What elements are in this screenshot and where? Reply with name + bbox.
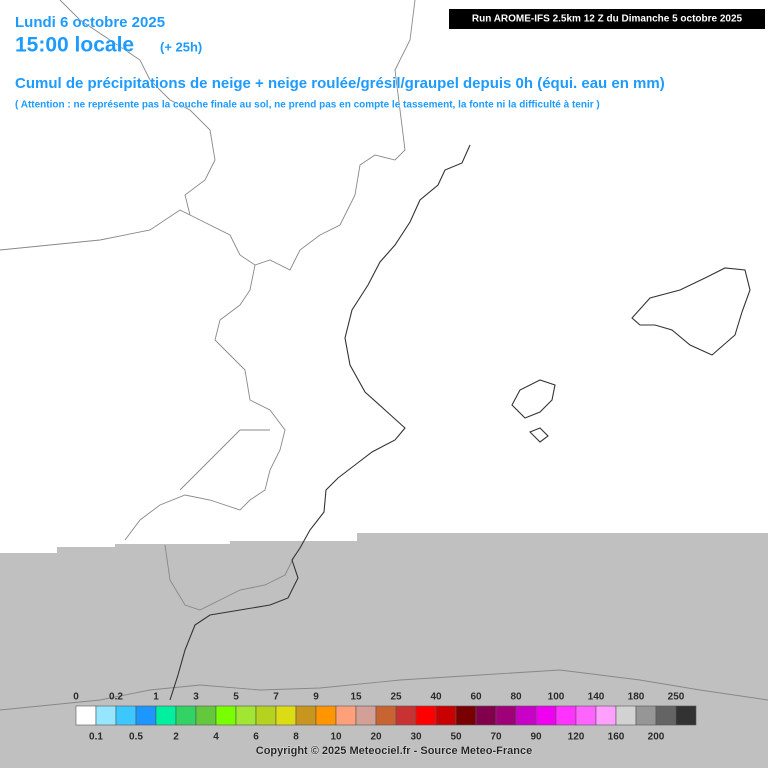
legend-swatch bbox=[195, 705, 217, 726]
legend-swatch bbox=[675, 705, 697, 726]
forecast-time: 15:00 locale bbox=[15, 34, 134, 57]
legend-label: 0.1 bbox=[89, 732, 103, 743]
legend-label: 200 bbox=[648, 732, 665, 743]
legend-label: 7 bbox=[273, 692, 279, 703]
legend-label: 100 bbox=[548, 692, 565, 703]
legend-swatch bbox=[415, 705, 437, 726]
map-title: Cumul de précipitations de neige + neige… bbox=[15, 75, 665, 92]
legend-label: 0.5 bbox=[129, 732, 143, 743]
legend-label: 70 bbox=[490, 732, 502, 743]
legend-label: 10 bbox=[330, 732, 342, 743]
legend-label: 90 bbox=[530, 732, 542, 743]
legend: 0 0.1 0.2 0.5 1 2 3 4 5 6 7 8 9 10 15 20 25 30 40 50 60 70 80 9… bbox=[73, 692, 697, 743]
forecast-date: Lundi 6 octobre 2025 bbox=[15, 14, 165, 31]
legend-swatch bbox=[535, 705, 557, 726]
legend-swatch bbox=[135, 705, 157, 726]
legend-swatch bbox=[575, 705, 597, 726]
legend-label: 25 bbox=[390, 692, 402, 703]
legend-swatch bbox=[115, 705, 137, 726]
legend-label: 0 bbox=[73, 692, 79, 703]
legend-swatch bbox=[315, 705, 337, 726]
legend-swatch bbox=[375, 705, 397, 726]
legend-swatch bbox=[335, 705, 357, 726]
legend-swatch bbox=[95, 705, 117, 726]
legend-label: 5 bbox=[233, 692, 239, 703]
legend-swatch bbox=[615, 705, 637, 726]
legend-label: 50 bbox=[450, 732, 462, 743]
legend-swatch bbox=[275, 705, 297, 726]
legend-swatch bbox=[455, 705, 477, 726]
legend-label: 9 bbox=[313, 692, 319, 703]
legend-swatch bbox=[295, 705, 317, 726]
legend-label: 40 bbox=[430, 692, 442, 703]
legend-label: 8 bbox=[293, 732, 299, 743]
legend-label: 20 bbox=[370, 732, 382, 743]
legend-label: 15 bbox=[350, 692, 362, 703]
legend-swatch bbox=[255, 705, 277, 726]
legend-label: 30 bbox=[410, 732, 422, 743]
legend-label: 4 bbox=[213, 732, 219, 743]
legend-swatch bbox=[435, 705, 457, 726]
legend-label: 120 bbox=[568, 732, 585, 743]
legend-label: 1 bbox=[153, 692, 159, 703]
legend-swatch bbox=[395, 705, 417, 726]
legend-swatch bbox=[355, 705, 377, 726]
legend-swatch bbox=[495, 705, 517, 726]
legend-swatch bbox=[75, 705, 97, 726]
legend-swatch bbox=[215, 705, 237, 726]
legend-swatch bbox=[475, 705, 497, 726]
legend-label: 6 bbox=[253, 732, 259, 743]
forecast-lead: (+ 25h) bbox=[160, 39, 202, 54]
legend-label: 0.2 bbox=[109, 692, 123, 703]
legend-swatch bbox=[175, 705, 197, 726]
legend-label: 3 bbox=[193, 692, 199, 703]
legend-swatch bbox=[655, 705, 677, 726]
legend-swatch bbox=[235, 705, 257, 726]
coastline bbox=[169, 144, 751, 701]
legend-label: 180 bbox=[628, 692, 645, 703]
copyright: Copyright © 2025 Meteociel.fr - Source M… bbox=[256, 745, 532, 757]
legend-swatch bbox=[155, 705, 177, 726]
legend-label: 250 bbox=[668, 692, 685, 703]
map-note: ( Attention : ne représente pas la couch… bbox=[15, 100, 600, 111]
legend-swatch bbox=[515, 705, 537, 726]
admin-borders bbox=[0, 0, 768, 711]
legend-label: 80 bbox=[510, 692, 522, 703]
run-box bbox=[449, 9, 765, 29]
legend-label: 2 bbox=[173, 732, 179, 743]
legend-swatch bbox=[555, 705, 577, 726]
legend-swatch bbox=[595, 705, 617, 726]
legend-label: 160 bbox=[608, 732, 625, 743]
legend-swatch bbox=[635, 705, 657, 726]
legend-label: 140 bbox=[588, 692, 605, 703]
legend-label: 60 bbox=[470, 692, 482, 703]
run-info: Run AROME-IFS 2.5km 12 Z du Dimanche 5 o… bbox=[472, 14, 743, 25]
